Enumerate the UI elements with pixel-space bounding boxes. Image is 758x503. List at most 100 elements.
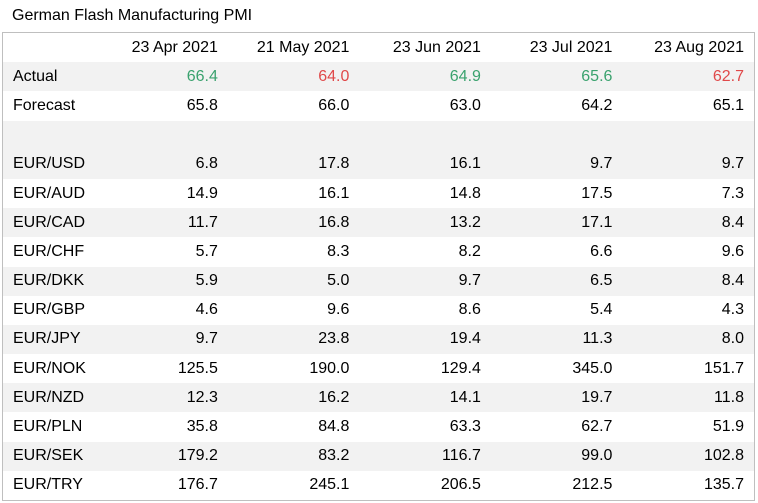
empty-cell [490, 120, 623, 150]
pair-value: 8.4 [622, 208, 754, 238]
date-header: 23 Apr 2021 [131, 38, 218, 56]
pair-value: 4.6 [195, 301, 218, 319]
pair-value: 17.1 [490, 208, 623, 238]
pair-label: EUR/JPY [3, 324, 97, 355]
actual-value: 66.4 [96, 62, 228, 92]
pair-value: 135.7 [703, 476, 744, 494]
pair-value: 62.7 [581, 418, 613, 436]
forecast-value: 64.2 [581, 96, 613, 114]
pair-label: EUR/SEK [3, 441, 97, 471]
table-row: EUR/PLN 35.8 84.8 63.3 62.7 51.9 [3, 412, 754, 441]
pair-value: 84.8 [318, 418, 350, 436]
table-row: EUR/CHF 5.7 8.3 8.2 6.6 9.6 [3, 237, 754, 266]
pair-label: EUR/NOK [13, 359, 86, 377]
pair-value: 12.3 [96, 383, 228, 413]
pair-value: 4.3 [721, 301, 744, 319]
pair-value: 35.8 [186, 418, 218, 436]
date-header: 23 Jul 2021 [529, 38, 613, 56]
empty-cell [359, 120, 491, 150]
pair-value: 51.9 [712, 418, 744, 436]
actual-value: 64.0 [227, 62, 360, 92]
pair-value: 83.2 [227, 441, 360, 471]
actual-value: 64.9 [359, 62, 491, 92]
pair-value: 9.7 [96, 324, 228, 355]
page-title: German Flash Manufacturing PMI [12, 7, 253, 24]
pair-value: 102.8 [622, 441, 754, 471]
data-table-frame: 23 Apr 2021 21 May 2021 23 Jun 2021 23 J… [2, 32, 755, 501]
pair-label: EUR/AUD [13, 184, 86, 202]
pair-value: 9.7 [622, 149, 754, 179]
pair-value: 116.7 [359, 441, 491, 471]
pair-value: 11.8 [622, 383, 754, 413]
pair-value: 245.1 [309, 476, 350, 494]
pair-value: 345.0 [572, 359, 613, 377]
pair-value: 5.4 [590, 301, 613, 319]
pair-value: 9.6 [327, 301, 350, 319]
pair-label: EUR/USD [3, 149, 97, 179]
pair-value: 8.3 [327, 242, 350, 260]
pair-value: 6.8 [96, 149, 228, 179]
pair-value: 9.7 [359, 266, 491, 296]
empty-cell [227, 120, 360, 150]
pair-value: 16.8 [227, 208, 360, 238]
pair-label: EUR/GBP [13, 301, 86, 319]
pair-value: 179.2 [96, 441, 228, 471]
pair-value: 23.8 [227, 324, 360, 355]
date-header: 23 Aug 2021 [654, 38, 744, 56]
table-row: EUR/NZD 12.3 16.2 14.1 19.7 11.8 [3, 383, 754, 413]
pair-value: 14.1 [359, 383, 491, 413]
pair-value: 8.2 [458, 242, 481, 260]
pair-rows: EUR/USD 6.8 17.8 16.1 9.7 9.7 EUR/AUD 14.9 16.1 1… [3, 149, 754, 500]
forecast-value: 63.0 [449, 96, 481, 114]
pair-value: 8.4 [622, 266, 754, 296]
pair-value: 16.2 [227, 383, 360, 413]
forecast-value: 65.8 [186, 96, 218, 114]
forecast-value: 65.1 [712, 96, 744, 114]
pair-value: 125.5 [177, 359, 218, 377]
pair-value: 19.7 [490, 383, 623, 413]
pair-value: 8.0 [622, 324, 754, 355]
date-header: 21 May 2021 [256, 38, 350, 56]
pair-value: 11.3 [490, 324, 623, 355]
pair-value: 63.3 [449, 418, 481, 436]
pair-value: 7.3 [721, 184, 744, 202]
empty-cell [3, 120, 97, 150]
pair-label: EUR/NZD [3, 383, 97, 413]
pair-label: EUR/CAD [3, 208, 97, 238]
table-row: EUR/TRY 176.7 245.1 206.5 212.5 135.7 [3, 471, 754, 500]
table-row: EUR/GBP 4.6 9.6 8.6 5.4 4.3 [3, 296, 754, 325]
pair-value: 212.5 [572, 476, 613, 494]
table-row: EUR/JPY 9.7 23.8 19.4 11.3 8.0 [3, 324, 754, 355]
table-row: EUR/NOK 125.5 190.0 129.4 345.0 151.7 [3, 354, 754, 383]
pair-value: 206.5 [440, 476, 481, 494]
pair-label: EUR/PLN [13, 418, 83, 436]
date-header: 23 Jun 2021 [392, 38, 481, 56]
table-row: EUR/AUD 14.9 16.1 14.8 17.5 7.3 [3, 179, 754, 208]
pair-value: 129.4 [440, 359, 481, 377]
empty-cell [622, 120, 754, 150]
table-row: EUR/DKK 5.9 5.0 9.7 6.5 8.4 [3, 266, 754, 296]
pair-label: EUR/DKK [3, 266, 97, 296]
pair-value: 19.4 [359, 324, 491, 355]
table-row: EUR/CAD 11.7 16.8 13.2 17.1 8.4 [3, 208, 754, 238]
actual-value: 62.7 [622, 62, 754, 92]
header-corner [3, 33, 96, 62]
pair-value: 5.0 [227, 266, 360, 296]
actual-row: Actual 66.4 64.0 64.9 65.6 62.7 [3, 62, 754, 92]
actual-value: 65.6 [490, 62, 623, 92]
row-label: Actual [3, 62, 97, 92]
table-row: EUR/SEK 179.2 83.2 116.7 99.0 102.8 [3, 441, 754, 471]
pair-value: 6.6 [590, 242, 613, 260]
empty-cell [96, 120, 228, 150]
pair-value: 16.1 [318, 184, 350, 202]
pair-value: 17.5 [581, 184, 613, 202]
row-label: Forecast [13, 96, 76, 114]
pair-value: 5.7 [195, 242, 218, 260]
pair-value: 99.0 [490, 441, 623, 471]
pair-value: 9.7 [490, 149, 623, 179]
pair-value: 17.8 [227, 149, 360, 179]
pair-value: 176.7 [177, 476, 218, 494]
pair-value: 151.7 [703, 359, 744, 377]
header-row: 23 Apr 2021 21 May 2021 23 Jun 2021 23 J… [3, 33, 754, 62]
pair-value: 8.6 [458, 301, 481, 319]
